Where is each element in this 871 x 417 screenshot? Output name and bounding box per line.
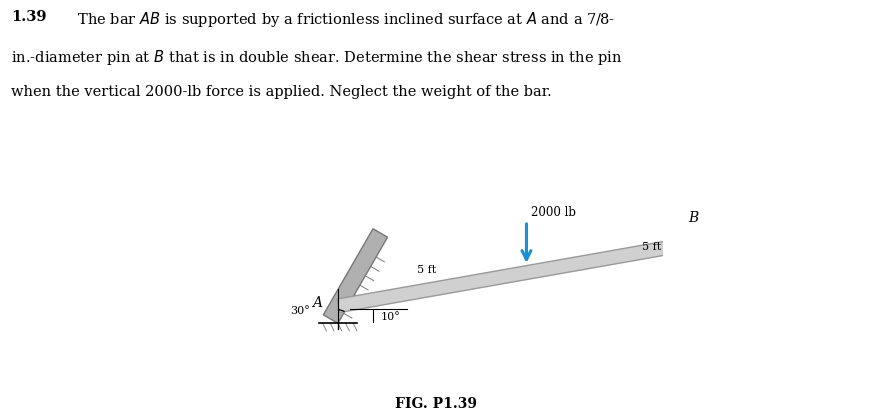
Text: when the vertical 2000-lb force is applied. Neglect the weight of the bar.: when the vertical 2000-lb force is appli… [11, 85, 552, 100]
Text: 5 ft: 5 ft [642, 242, 661, 252]
Text: 10°: 10° [381, 312, 400, 322]
Text: in.-diameter pin at $B$ that is in double shear. Determine the shear stress in t: in.-diameter pin at $B$ that is in doubl… [11, 48, 623, 67]
Text: The bar $AB$ is supported by a frictionless inclined surface at $A$ and a 7/8-: The bar $AB$ is supported by a frictionl… [68, 10, 615, 30]
Polygon shape [323, 229, 388, 323]
Polygon shape [337, 233, 716, 313]
Text: 1.39: 1.39 [11, 10, 47, 25]
Text: 30°: 30° [291, 306, 310, 316]
Text: B: B [689, 211, 699, 226]
Text: FIG. P1.39: FIG. P1.39 [395, 397, 476, 411]
Text: 5 ft: 5 ft [417, 265, 436, 275]
Text: A: A [312, 296, 322, 310]
Text: 2000 lb: 2000 lb [531, 206, 576, 219]
Polygon shape [721, 205, 739, 274]
